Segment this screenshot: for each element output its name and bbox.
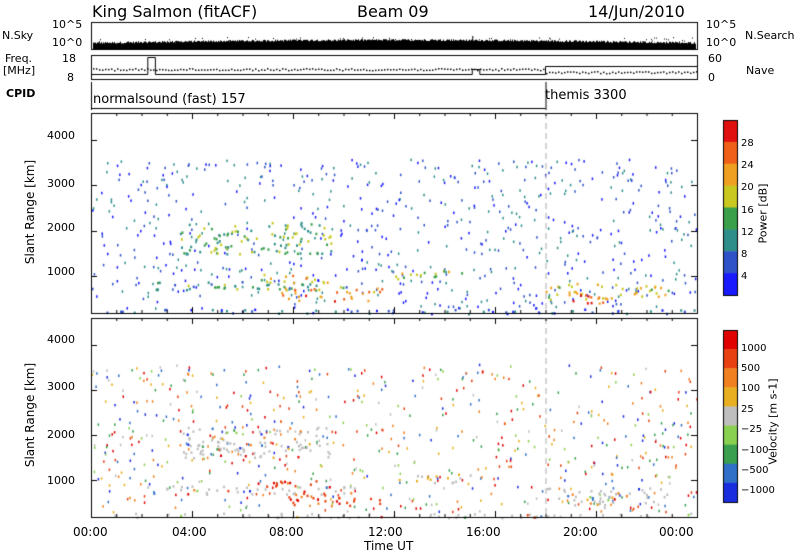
velocity-y-tick-2000: 2000 (47, 428, 75, 441)
nsky-tick-bottom: 10^0 (52, 36, 83, 49)
power-y-tick-4000: 4000 (47, 129, 75, 142)
power-colorbar-label: Power [dB] (756, 183, 770, 244)
velocity-y-tick-3000: 3000 (47, 380, 75, 393)
freq-tick-bottom: 8 (67, 71, 74, 84)
power-cb-16: 16 (741, 205, 754, 216)
station-title: King Salmon (fitACF) (92, 2, 258, 21)
nave-tick-bottom: 0 (708, 71, 715, 84)
power-cb-12: 12 (741, 227, 754, 238)
cpid-label: CPID (6, 87, 36, 100)
power-y-tick-2000: 2000 (47, 221, 75, 234)
power-y-tick-3000: 3000 (47, 177, 75, 190)
power-cb-20: 20 (741, 182, 754, 193)
nsearch-tick-bottom: 10^0 (706, 36, 737, 49)
nsky-tick-top: 10^5 (52, 18, 83, 31)
x-tick-0800: 08:00 (269, 525, 304, 539)
velocity-ylabel: Slant Range [km] (23, 362, 38, 468)
power-cb-8: 8 (741, 249, 748, 260)
power-cb-28: 28 (741, 138, 754, 149)
x-tick-0000: 00:00 (73, 525, 108, 539)
vel-cb-1000: 1000 (741, 343, 767, 354)
x-tick-0400: 04:00 (172, 525, 207, 539)
velocity-colorbar-label: Velocity [m s-1] (766, 378, 780, 465)
date-title: 14/Jun/2010 (588, 2, 685, 21)
x-tick-2400: 00:00 (659, 525, 694, 539)
power-cb-24: 24 (741, 160, 754, 171)
vel-cb-500: 500 (741, 363, 761, 374)
vel-cb-25: 25 (741, 404, 754, 415)
velocity-y-tick-1000: 1000 (47, 474, 75, 487)
freq-label: Freq. (5, 52, 33, 65)
vel-cb-m500: −500 (741, 465, 769, 476)
velocity-y-tick-4000: 4000 (47, 333, 75, 346)
cpid-themis: themis 3300 (545, 88, 627, 103)
nave-label: Nave (746, 64, 775, 77)
beam-title: Beam 09 (357, 2, 429, 21)
power-ylabel: Slant Range [km] (23, 159, 38, 265)
cpid-normalsound: normalsound (fast) 157 (93, 92, 246, 107)
power-cb-4: 4 (741, 271, 748, 282)
nave-tick-top: 60 (708, 52, 722, 65)
nsky-label: N.Sky (2, 29, 34, 42)
x-tick-1600: 16:00 (466, 525, 501, 539)
x-tick-2000: 20:00 (563, 525, 598, 539)
vel-cb-m25: −25 (741, 424, 763, 435)
x-axis-label: Time UT (364, 539, 414, 553)
nsearch-label: N.Search (745, 29, 795, 42)
x-tick-1200: 12:00 (368, 525, 403, 539)
freq-tick-top: 18 (62, 52, 76, 65)
vel-cb-100: 100 (741, 383, 761, 394)
freq-unit: [MHz] (3, 64, 36, 77)
vel-cb-m100: −100 (741, 445, 769, 456)
power-y-tick-1000: 1000 (47, 265, 75, 278)
vel-cb-m1000: −1000 (741, 485, 775, 496)
nsearch-tick-top: 10^5 (706, 18, 737, 31)
